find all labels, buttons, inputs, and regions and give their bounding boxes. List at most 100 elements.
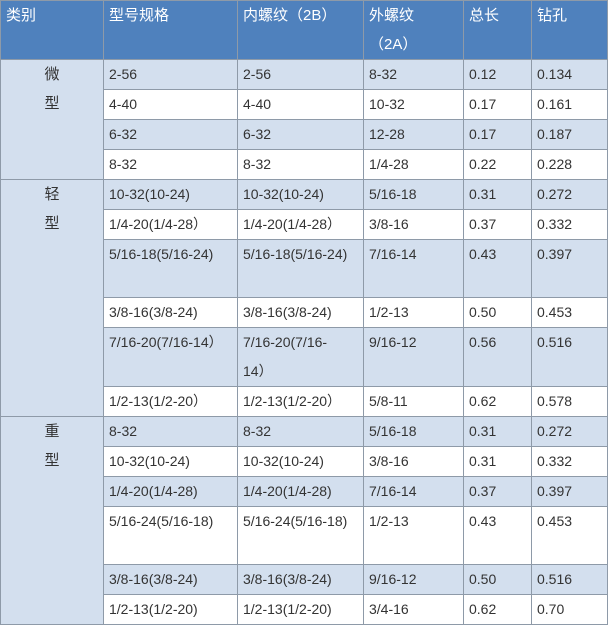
external-thread-cell: 9/16-12 <box>363 327 464 387</box>
drill-cell: 0.397 <box>531 476 608 507</box>
drill-cell: 0.272 <box>531 179 608 210</box>
table-row: 1/2-13(1/2-20） 1/2-13(1/2-20） 5/8-11 0.62 0.… <box>1 386 608 417</box>
table-row: 7/16-20(7/16-14） 7/16-20(7/16-14） 9/16-12 0… <box>1 327 608 387</box>
category-char: 轻 <box>44 186 60 203</box>
header-length: 总长 <box>463 0 532 60</box>
category-char: 微 <box>44 66 60 83</box>
model-cell: 2-56 <box>103 59 238 90</box>
model-cell: 8-32 <box>103 416 238 447</box>
length-cell: 0.50 <box>463 297 532 328</box>
model-cell: 1/4-20(1/4-28) <box>103 476 238 507</box>
table-row: 轻型 10-32(10-24) 10-32(10-24) 5/16-18 0.31 0.2… <box>0 179 608 417</box>
table-row: 微型 2-56 2-56 8-32 0.12 0.134 <box>0 59 608 180</box>
internal-thread-cell: 6-32 <box>237 119 364 150</box>
external-thread-cell: 3/8-16 <box>363 209 464 240</box>
length-cell: 0.50 <box>463 564 532 595</box>
header-model: 型号规格 <box>103 0 238 60</box>
external-thread-cell: 10-32 <box>363 89 464 120</box>
category-char: 型 <box>44 452 60 469</box>
length-cell: 0.37 <box>463 476 532 507</box>
header-category: 类别 <box>0 0 104 60</box>
internal-thread-cell: 7/16-20(7/16-14） <box>237 327 364 387</box>
model-cell: 1/2-13(1/2-20) <box>103 594 238 625</box>
internal-thread-cell: 8-32 <box>237 416 364 447</box>
external-thread-cell: 9/16-12 <box>363 564 464 595</box>
length-cell: 0.17 <box>463 89 532 120</box>
category-char: 型 <box>44 95 60 112</box>
drill-cell: 0.228 <box>531 149 608 180</box>
table-row: 6-32 6-32 12-28 0.17 0.187 <box>1 119 608 150</box>
internal-thread-cell: 5/16-18(5/16-24) <box>237 239 364 298</box>
internal-thread-cell: 2-56 <box>237 59 364 90</box>
header-drill: 钻孔 <box>531 0 608 60</box>
length-cell: 0.43 <box>463 239 532 298</box>
model-cell: 8-32 <box>103 149 238 180</box>
drill-cell: 0.272 <box>531 416 608 447</box>
external-thread-cell: 12-28 <box>363 119 464 150</box>
drill-cell: 0.397 <box>531 239 608 298</box>
length-cell: 0.31 <box>463 446 532 477</box>
model-cell: 5/16-18(5/16-24) <box>103 239 238 298</box>
internal-thread-cell: 3/8-16(3/8-24) <box>237 564 364 595</box>
drill-cell: 0.161 <box>531 89 608 120</box>
category-cell: 微型 <box>0 59 104 180</box>
drill-cell: 0.516 <box>531 564 608 595</box>
drill-cell: 0.134 <box>531 59 608 90</box>
drill-cell: 0.70 <box>531 594 608 625</box>
internal-thread-cell: 3/8-16(3/8-24) <box>237 297 364 328</box>
model-cell: 6-32 <box>103 119 238 150</box>
external-thread-cell: 3/8-16 <box>363 446 464 477</box>
model-cell: 3/8-16(3/8-24) <box>103 564 238 595</box>
external-thread-cell: 3/4-16 <box>363 594 464 625</box>
cell-text: 7/16-14 <box>369 246 417 262</box>
model-cell: 1/2-13(1/2-20） <box>103 386 238 417</box>
external-thread-cell: 5/8-11 <box>363 386 464 417</box>
internal-thread-cell: 1/4-20(1/4-28) <box>237 476 364 507</box>
external-thread-cell: 8-32 <box>363 59 464 90</box>
drill-cell: 0.453 <box>531 506 608 565</box>
internal-thread-cell: 8-32 <box>237 149 364 180</box>
model-cell: 10-32(10-24) <box>103 446 238 477</box>
model-cell: 10-32(10-24) <box>103 179 238 210</box>
length-cell: 0.62 <box>463 594 532 625</box>
length-cell: 0.43 <box>463 506 532 565</box>
drill-cell: 0.332 <box>531 209 608 240</box>
drill-cell: 0.332 <box>531 446 608 477</box>
internal-thread-cell: 1/2-13(1/2-20） <box>237 386 364 417</box>
external-thread-cell: 7/16-14 <box>363 476 464 507</box>
header-row: 类别 型号规格 内螺纹（2B） 外螺纹（2A） 总长 钻孔 <box>0 0 608 60</box>
external-thread-cell: 1/2-13 <box>363 506 464 565</box>
external-thread-cell: 5/16-18 <box>363 179 464 210</box>
table-row: 4-40 4-40 10-32 0.17 0.161 <box>1 89 608 120</box>
internal-thread-cell: 1/4-20(1/4-28） <box>237 209 364 240</box>
model-cell: 3/8-16(3/8-24) <box>103 297 238 328</box>
length-cell: 0.56 <box>463 327 532 387</box>
model-cell: 7/16-20(7/16-14） <box>103 327 238 387</box>
drill-cell: 0.453 <box>531 297 608 328</box>
external-thread-cell: 1/2-13 <box>363 297 464 328</box>
model-cell: 5/16-24(5/16-18) <box>103 506 238 565</box>
cell-text: 7/16-20(7/16-14） <box>243 334 328 379</box>
header-external-thread: 外螺纹（2A） <box>363 0 464 60</box>
external-thread-cell: 5/16-18 <box>363 416 464 447</box>
length-cell: 0.12 <box>463 59 532 90</box>
length-cell: 0.31 <box>463 416 532 447</box>
table-row: 5/16-24(5/16-18) 5/16-24(5/16-18) 1/2-13 0.… <box>1 506 608 565</box>
length-cell: 0.17 <box>463 119 532 150</box>
drill-cell: 0.187 <box>531 119 608 150</box>
table-row: 重型 8-32 8-32 5/16-18 0.31 0.272 <box>0 416 608 625</box>
category-cell: 重型 <box>0 416 104 625</box>
external-thread-cell: 7/16-14 <box>363 239 464 298</box>
table-row: 1/4-20(1/4-28) 1/4-20(1/4-28) 7/16-14 0.37 0… <box>1 476 608 507</box>
table-row: 3/8-16(3/8-24) 3/8-16(3/8-24) 9/16-12 0.50 0… <box>1 564 608 595</box>
length-cell: 0.37 <box>463 209 532 240</box>
length-cell: 0.22 <box>463 149 532 180</box>
cell-text: 9/16-12 <box>369 334 417 350</box>
internal-thread-cell: 5/16-24(5/16-18) <box>237 506 364 565</box>
internal-thread-cell: 1/2-13(1/2-20) <box>237 594 364 625</box>
drill-cell: 0.578 <box>531 386 608 417</box>
table-row: 8-32 8-32 1/4-28 0.22 0.228 <box>1 149 608 180</box>
model-cell: 1/4-20(1/4-28） <box>103 209 238 240</box>
internal-thread-cell: 10-32(10-24) <box>237 446 364 477</box>
